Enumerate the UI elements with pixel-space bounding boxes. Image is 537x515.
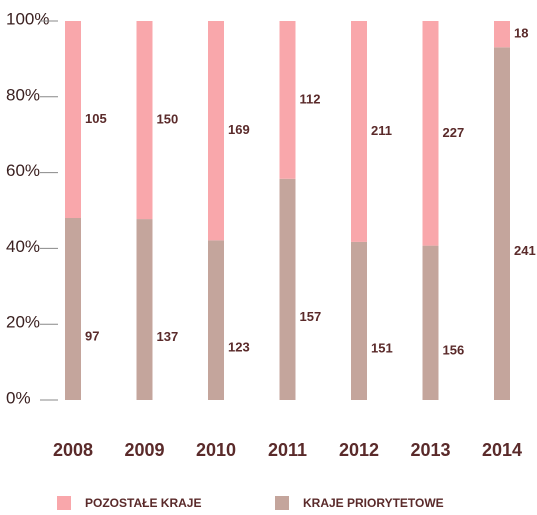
bar-segment [494,47,510,400]
x-tick-label: 2014 [482,440,522,460]
value-label: 112 [300,91,321,106]
x-tick-label: 2008 [53,440,93,460]
legend-label: KRAJE PRIORYTETOWE [303,496,444,510]
bar-segment [351,241,367,400]
value-label: 227 [443,125,465,140]
value-label: 157 [300,309,322,324]
y-tick-label: 80% [6,85,40,104]
value-label: 211 [371,123,392,138]
value-label: 137 [157,329,179,344]
value-label: 150 [157,111,179,126]
bar-segment [422,21,439,246]
bar-segment [422,245,439,400]
legend-label: POZOSTAŁE KRAJE [85,496,201,510]
bar-segment [136,21,153,220]
x-tick-label: 2009 [124,440,164,460]
value-label: 97 [85,328,99,343]
y-tick-label: 0% [6,388,31,407]
value-label: 156 [443,342,465,357]
bar-segment [65,218,81,400]
value-label: 18 [514,26,528,41]
value-label: 241 [514,243,536,258]
bar-segment [351,21,367,242]
x-tick-label: 2012 [339,440,379,460]
value-label: 105 [85,111,107,126]
value-label: 123 [228,340,250,355]
x-tick-label: 2013 [410,440,450,460]
y-tick-label: 40% [6,237,40,256]
y-tick-label: 60% [6,161,40,180]
bar-segment [494,21,510,48]
value-label: 151 [371,340,393,355]
bar-segment [279,21,296,179]
bar-segment [208,240,224,400]
value-label: 169 [228,122,250,137]
y-tick-label: 100% [6,9,49,28]
x-tick-label: 2011 [268,440,307,460]
y-tick-label: 20% [6,313,40,332]
x-tick-label: 2010 [196,440,236,460]
legend-swatch [57,496,71,510]
legend-swatch [275,496,289,510]
bar-segment [279,178,296,400]
bar-segment [136,219,153,400]
bar-segment [65,21,81,219]
bar-segment [208,21,224,241]
